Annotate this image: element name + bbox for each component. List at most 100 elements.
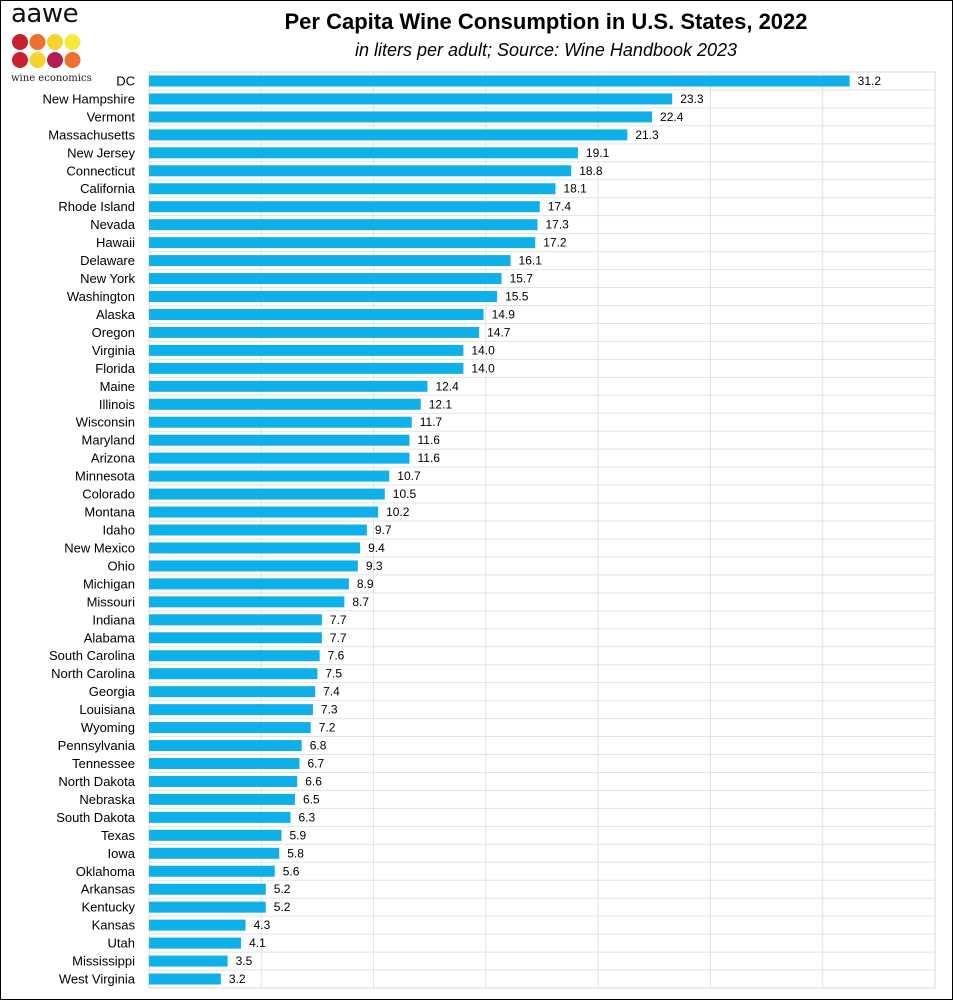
category-label: Alabama [84,630,136,645]
bar [149,596,345,608]
data-label: 17.3 [546,218,570,232]
category-label: Connecticut [66,163,135,178]
bar [149,362,464,374]
bar [149,326,480,338]
data-label: 31.2 [858,74,882,88]
data-label: 15.7 [510,272,534,286]
category-label: Massachusetts [48,127,135,142]
data-label: 18.1 [563,182,587,196]
bar [149,560,358,572]
category-label: Maine [100,379,135,394]
chart-subtitle: in liters per adult; Source: Wine Handbo… [354,40,738,60]
category-label: North Dakota [58,774,135,789]
category-label: Hawaii [96,235,135,250]
category-label: DC [116,73,135,88]
category-label: South Carolina [49,648,136,663]
data-label: 3.2 [229,972,246,986]
category-label: Colorado [82,487,135,502]
bar [149,955,228,967]
bar [149,919,246,931]
category-label: Indiana [92,612,135,627]
data-label: 21.3 [635,128,659,142]
data-label: 5.8 [287,846,304,860]
category-label: Arkansas [81,882,136,897]
bar [149,829,282,841]
category-label: Washington [67,289,135,304]
data-label: 11.6 [418,433,441,447]
category-label: Ohio [108,558,135,573]
category-label: New Jersey [67,145,135,160]
bar [149,614,322,626]
data-label: 7.6 [328,649,345,663]
logo-dot [12,34,28,50]
data-label: 14.7 [487,325,511,339]
bar [149,75,850,87]
bar [149,308,484,320]
bar [149,973,221,985]
bar [149,775,298,787]
data-label: 10.7 [397,469,421,483]
data-label: 8.7 [352,595,369,609]
category-label: New Hampshire [43,91,135,106]
data-label: 7.4 [323,685,340,699]
bar [149,542,361,554]
bar [149,237,536,249]
data-label: 9.3 [366,559,383,573]
logo-dot [64,52,81,68]
bar [149,847,280,859]
category-label: Texas [101,828,135,843]
category-label: Kansas [92,918,136,933]
category-label: Tennessee [72,756,135,771]
data-label: 10.2 [386,505,410,519]
category-label: Iowa [108,846,136,861]
category-label: Pennsylvania [58,738,136,753]
category-label: Wisconsin [76,415,135,430]
bar [149,722,311,734]
data-label: 7.3 [321,703,338,717]
data-label: 9.7 [375,523,392,537]
aawe-logo: aawe wine economics [9,0,92,85]
category-label: Nebraska [79,792,135,807]
data-label: 6.8 [310,739,327,753]
data-label: 6.5 [303,792,320,806]
category-label: Minnesota [75,469,136,484]
bar [149,757,300,769]
chart-title: Per Capita Wine Consumption in U.S. Stat… [284,9,808,34]
category-label: Rhode Island [58,199,135,214]
category-label: Oklahoma [76,864,136,879]
category-label: Delaware [80,253,135,268]
category-label: New Mexico [64,540,135,555]
category-label: Florida [95,361,136,376]
bar [149,93,673,105]
category-label: New York [80,271,135,286]
bar [149,686,316,698]
bar [149,147,578,159]
data-label: 9.4 [368,541,385,555]
category-label: West Virginia [59,972,136,987]
category-label: Georgia [89,684,136,699]
data-label: 22.4 [660,110,684,124]
logo-dot [47,52,63,68]
bar [149,434,410,446]
data-label: 6.6 [305,774,322,788]
category-label: Virginia [92,343,136,358]
category-label: North Carolina [51,666,136,681]
bar [149,344,464,356]
bar [149,901,266,913]
data-label: 5.9 [289,828,306,842]
bar [149,668,318,680]
category-label: Kentucky [82,900,136,915]
bar [149,865,275,877]
data-label: 10.5 [393,487,417,501]
data-label: 23.3 [680,92,704,106]
category-label: Utah [108,936,135,951]
logo-dot [64,34,81,50]
category-label: Nevada [90,217,136,232]
bar [149,416,412,428]
data-label: 14.0 [471,343,495,357]
bar [149,255,511,267]
category-label: Montana [84,505,135,520]
category-label: Illinois [99,397,136,412]
logo-dot [29,52,46,68]
data-label: 12.1 [429,397,453,411]
